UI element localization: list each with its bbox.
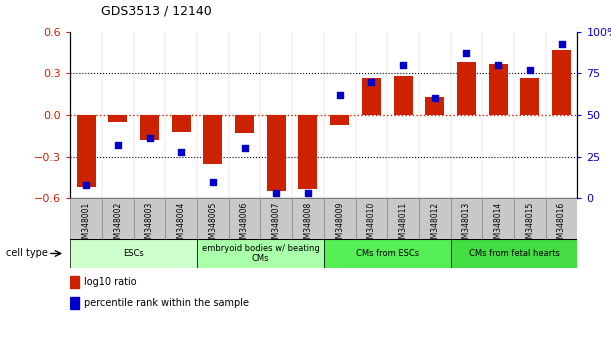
Bar: [102, 198, 134, 239]
Text: GSM348003: GSM348003: [145, 201, 154, 248]
Text: GSM348008: GSM348008: [304, 201, 312, 248]
Bar: [521, 78, 540, 115]
Text: GSM348001: GSM348001: [82, 201, 90, 248]
Text: cell type: cell type: [6, 249, 48, 258]
Text: GSM348016: GSM348016: [557, 201, 566, 248]
Text: GSM348006: GSM348006: [240, 201, 249, 248]
Bar: [393, 76, 412, 115]
Bar: [451, 198, 482, 239]
Point: [271, 190, 281, 196]
Bar: [292, 198, 324, 239]
Point: [303, 190, 313, 196]
Point: [177, 149, 186, 154]
Bar: [552, 50, 571, 115]
Point: [461, 51, 471, 56]
Text: GSM348005: GSM348005: [208, 201, 218, 248]
Text: GSM348015: GSM348015: [525, 201, 535, 248]
Bar: [235, 115, 254, 133]
Bar: [172, 115, 191, 132]
Text: percentile rank within the sample: percentile rank within the sample: [84, 298, 249, 308]
Text: GSM348013: GSM348013: [462, 201, 471, 248]
Bar: [546, 198, 577, 239]
Bar: [482, 198, 514, 239]
Bar: [108, 115, 127, 122]
Text: GSM348014: GSM348014: [494, 201, 503, 248]
Bar: [70, 276, 79, 288]
Bar: [387, 198, 419, 239]
Text: GDS3513 / 12140: GDS3513 / 12140: [101, 5, 211, 18]
Bar: [197, 198, 229, 239]
Text: GSM348011: GSM348011: [398, 201, 408, 247]
Bar: [267, 115, 286, 191]
Bar: [419, 198, 451, 239]
Bar: [70, 297, 79, 309]
Point: [240, 145, 249, 151]
Point: [208, 179, 218, 184]
Point: [335, 92, 345, 98]
Bar: [70, 198, 102, 239]
Point: [113, 142, 123, 148]
Text: GSM348010: GSM348010: [367, 201, 376, 248]
Point: [367, 79, 376, 85]
Bar: [425, 97, 444, 115]
Text: CMs from ESCs: CMs from ESCs: [356, 249, 419, 258]
Point: [145, 136, 155, 141]
Bar: [203, 115, 222, 164]
Bar: [362, 78, 381, 115]
Text: GSM348009: GSM348009: [335, 201, 344, 248]
Bar: [356, 198, 387, 239]
Bar: [76, 115, 96, 187]
Text: CMs from fetal hearts: CMs from fetal hearts: [469, 249, 560, 258]
Point: [430, 96, 440, 101]
Text: GSM348007: GSM348007: [272, 201, 281, 248]
Bar: [166, 198, 197, 239]
Text: embryoid bodies w/ beating
CMs: embryoid bodies w/ beating CMs: [202, 244, 320, 263]
Bar: [70, 239, 197, 268]
Bar: [324, 239, 450, 268]
Point: [557, 41, 566, 46]
Bar: [299, 115, 318, 189]
Bar: [489, 64, 508, 115]
Bar: [330, 115, 349, 125]
Text: log10 ratio: log10 ratio: [84, 277, 137, 287]
Point: [493, 62, 503, 68]
Bar: [140, 115, 159, 140]
Bar: [197, 239, 324, 268]
Bar: [457, 62, 476, 115]
Bar: [451, 239, 577, 268]
Bar: [514, 198, 546, 239]
Bar: [229, 198, 260, 239]
Point: [525, 67, 535, 73]
Text: GSM348004: GSM348004: [177, 201, 186, 248]
Text: GSM348012: GSM348012: [430, 201, 439, 247]
Text: GSM348002: GSM348002: [113, 201, 122, 248]
Bar: [324, 198, 356, 239]
Bar: [260, 198, 292, 239]
Point: [398, 62, 408, 68]
Point: [81, 182, 91, 188]
Bar: [134, 198, 166, 239]
Text: ESCs: ESCs: [123, 249, 144, 258]
